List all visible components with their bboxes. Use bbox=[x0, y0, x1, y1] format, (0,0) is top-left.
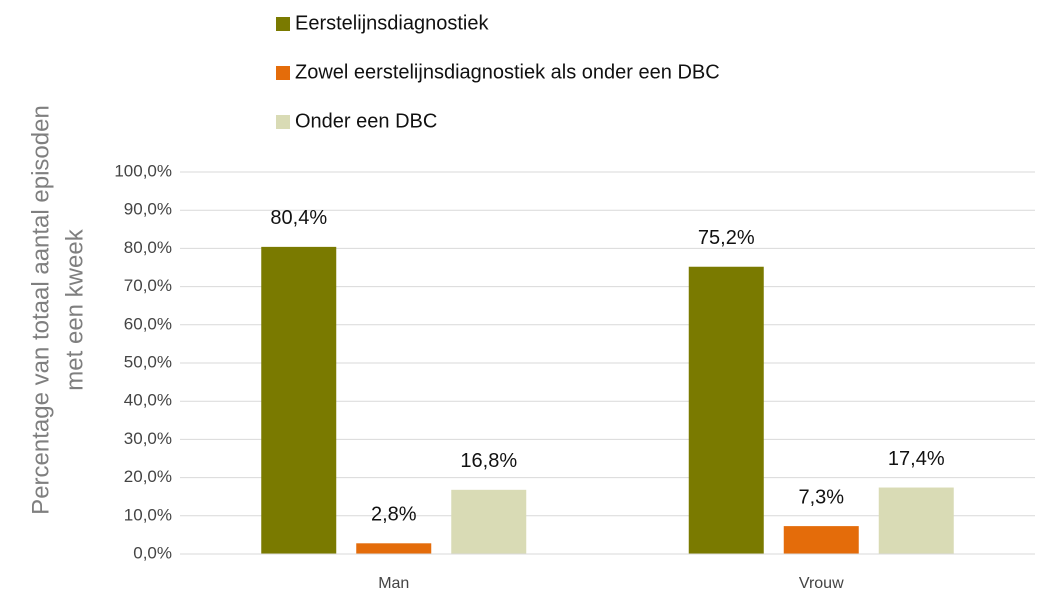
y-tick-label: 80,0% bbox=[124, 238, 172, 257]
legend-label: Onder een DBC bbox=[295, 110, 437, 132]
y-tick-label: 60,0% bbox=[124, 314, 172, 333]
data-label: 7,3% bbox=[798, 486, 844, 508]
x-tick-label: Man bbox=[378, 575, 409, 592]
data-label: 16,8% bbox=[460, 450, 517, 472]
legend-swatch bbox=[276, 115, 290, 129]
data-label: 75,2% bbox=[698, 227, 755, 249]
bar bbox=[783, 526, 859, 554]
x-tick-label: Vrouw bbox=[799, 575, 844, 592]
legend-label: Eerstelijnsdiagnostiek bbox=[295, 12, 489, 34]
bar bbox=[261, 246, 337, 554]
y-tick-label: 40,0% bbox=[124, 391, 172, 410]
data-label: 80,4% bbox=[270, 207, 327, 229]
y-tick-label: 100,0% bbox=[114, 161, 172, 180]
data-label: 17,4% bbox=[888, 448, 945, 470]
bar bbox=[451, 489, 527, 554]
y-tick-label: 70,0% bbox=[124, 276, 172, 295]
y-tick-label: 20,0% bbox=[124, 467, 172, 486]
bar bbox=[356, 543, 432, 554]
bar bbox=[688, 266, 764, 554]
y-axis-label: met een kweek bbox=[61, 228, 88, 390]
y-tick-label: 0,0% bbox=[133, 543, 172, 562]
y-axis-label: Percentage van totaal aantal episoden bbox=[27, 105, 54, 515]
y-tick-label: 30,0% bbox=[124, 429, 172, 448]
y-tick-label: 10,0% bbox=[124, 505, 172, 524]
bar bbox=[878, 487, 954, 554]
legend-swatch bbox=[276, 66, 290, 80]
y-tick-label: 50,0% bbox=[124, 352, 172, 371]
legend-label: Zowel eerstelijnsdiagnostiek als onder e… bbox=[295, 61, 720, 83]
legend-swatch bbox=[276, 17, 290, 31]
y-tick-label: 90,0% bbox=[124, 200, 172, 219]
data-label: 2,8% bbox=[371, 504, 417, 526]
